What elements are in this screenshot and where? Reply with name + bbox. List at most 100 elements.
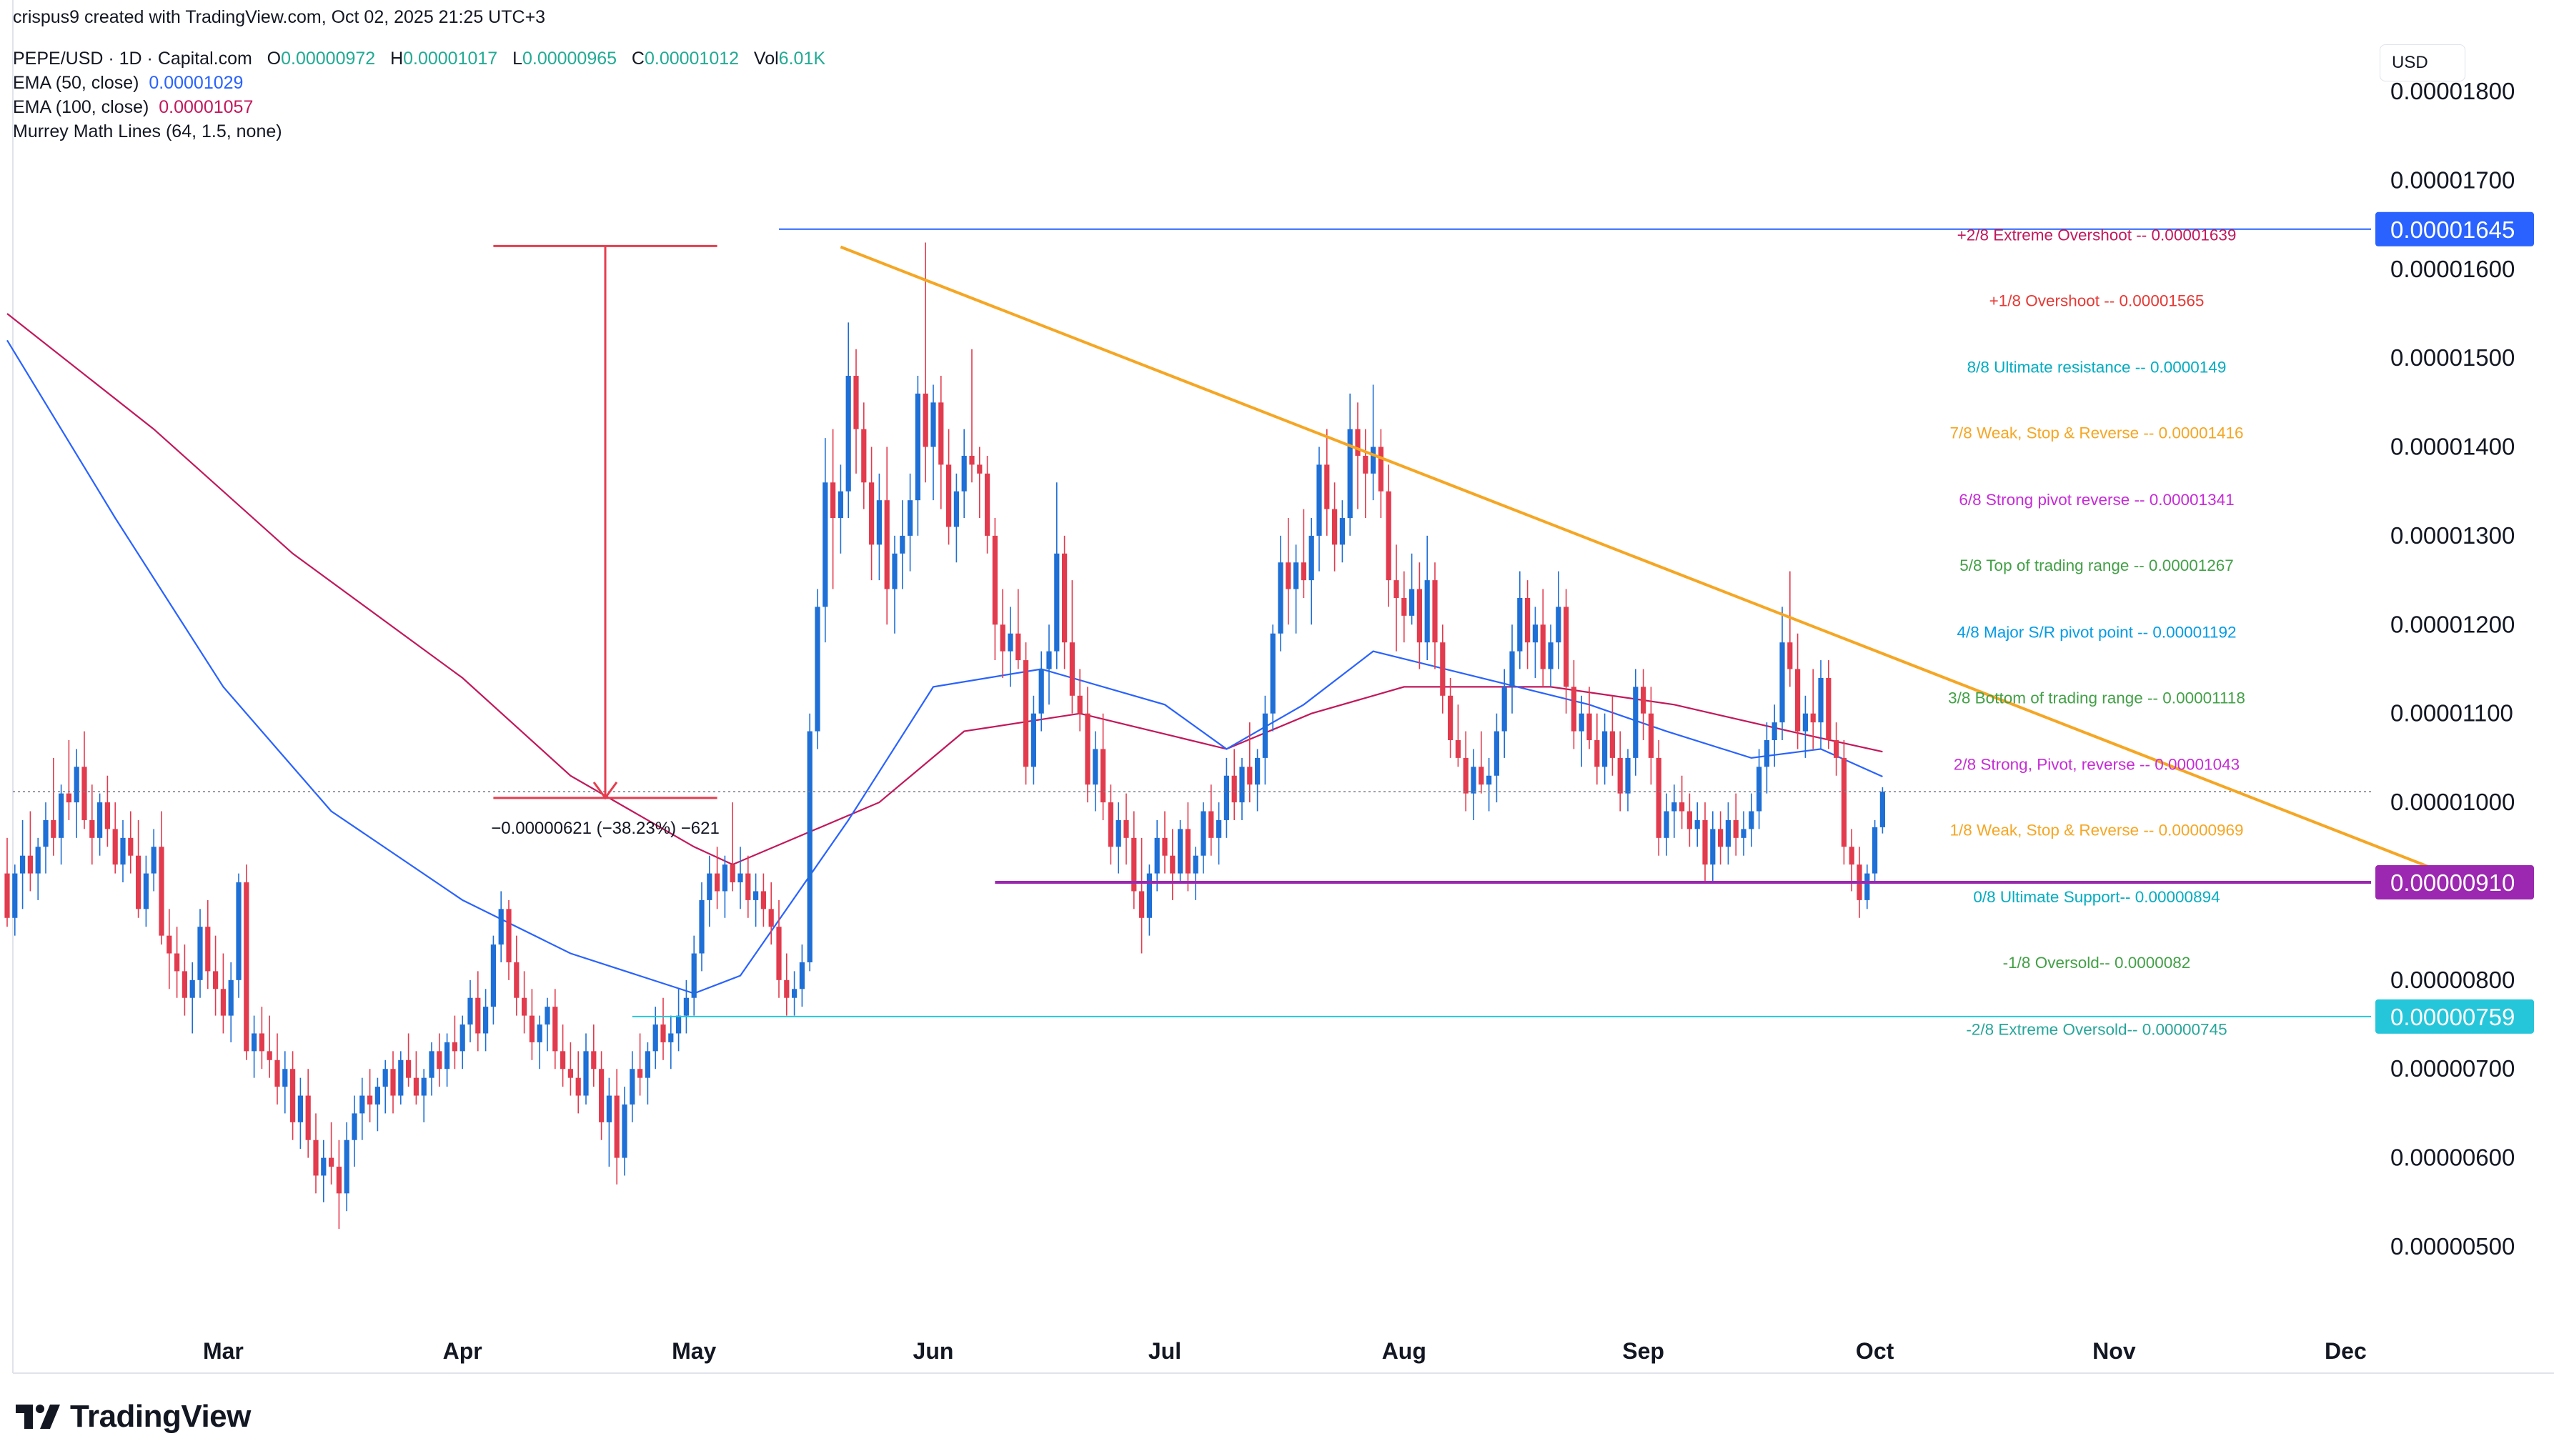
murrey-line-label: 3/8 Bottom of trading range -- 0.0000111…: [1948, 689, 2245, 707]
candle: [398, 1051, 404, 1105]
candle-body: [1455, 740, 1461, 758]
candle: [421, 1069, 427, 1122]
murrey-line-label: -2/8 Extreme Oversold-- 0.00000745: [1966, 1020, 2227, 1038]
candle-body: [81, 767, 87, 820]
price-tag-background: [2375, 865, 2534, 900]
candle: [506, 899, 512, 980]
low-label: L: [512, 49, 522, 69]
open-value: 0.00000972: [281, 49, 376, 69]
candle: [977, 447, 983, 519]
candle-body: [1633, 687, 1639, 758]
candle-body: [66, 793, 71, 803]
candle: [1455, 704, 1461, 767]
candle-body: [560, 1051, 566, 1069]
candle-body: [1355, 429, 1361, 456]
x-tick-label: Mar: [203, 1338, 244, 1364]
candle-body: [583, 1051, 589, 1096]
candle: [43, 802, 49, 874]
candle: [1393, 544, 1399, 652]
candle: [1849, 829, 1854, 892]
candle-body: [645, 1051, 650, 1078]
indicator-ema50[interactable]: EMA (50, close) 0.00001029: [13, 73, 243, 94]
indicator-ema100[interactable]: EMA (100, close) 0.00001057: [13, 97, 253, 118]
candle: [614, 1069, 620, 1185]
indicator-murrey-math[interactable]: Murrey Math Lines (64, 1.5, none): [13, 121, 282, 142]
candle-body: [915, 393, 920, 501]
candle: [1501, 669, 1507, 758]
candle: [1270, 624, 1276, 732]
y-tick-label: 0.00001100: [2390, 700, 2513, 727]
candle: [1247, 722, 1253, 803]
candle-body: [1062, 553, 1068, 643]
candle-body: [1609, 731, 1615, 758]
murrey-line-label: 6/8 Strong pivot reverse -- 0.00001341: [1959, 491, 2234, 509]
candle: [305, 1069, 311, 1158]
candle: [313, 1113, 319, 1194]
candle-body: [167, 935, 172, 954]
y-axis[interactable]: 0.00001800 0.00001700 0.00001600 0.00001500…: [2390, 78, 2515, 1260]
candle: [1602, 713, 1608, 785]
candle: [622, 1087, 627, 1176]
candle-body: [374, 1087, 380, 1105]
candle-body: [452, 1042, 457, 1052]
candle: [104, 775, 110, 847]
candle: [498, 891, 504, 962]
candle: [691, 935, 697, 1016]
candle: [382, 1059, 388, 1114]
candle-body: [259, 1033, 264, 1052]
candle-body: [205, 927, 211, 972]
candle-body: [861, 429, 867, 483]
candle-body: [367, 1095, 373, 1105]
candle: [1525, 580, 1531, 669]
candle-body: [1826, 677, 1832, 741]
candle: [845, 322, 851, 519]
candle-body: [1579, 713, 1584, 732]
price-tag-label: 0.00000910: [2390, 869, 2515, 896]
candle-body: [1077, 695, 1083, 714]
currency-button[interactable]: USD: [2380, 44, 2465, 81]
candle: [74, 749, 79, 838]
candle-body: [1054, 553, 1060, 652]
candle-body: [1710, 829, 1716, 865]
x-axis[interactable]: Mar Apr May Jun Jul Aug Sep Oct Nov Dec: [203, 1338, 2367, 1364]
candle-body: [1648, 713, 1654, 758]
candle: [1834, 722, 1839, 776]
candle-body: [953, 491, 959, 527]
candle: [861, 402, 867, 509]
candle: [1841, 740, 1847, 865]
candle: [59, 784, 64, 865]
candle: [1123, 793, 1129, 865]
candle: [205, 899, 211, 989]
candle: [1085, 687, 1090, 803]
candle-body: [1255, 757, 1261, 785]
trendline[interactable]: [840, 245, 2447, 875]
candle: [1178, 819, 1183, 883]
tradingview-logo-icon: [16, 1405, 60, 1429]
candle-body: [529, 1015, 535, 1042]
candle-body: [884, 500, 890, 589]
candle: [522, 971, 527, 1034]
trendline-layer: [840, 245, 2447, 875]
candle: [97, 793, 103, 856]
candle: [1486, 757, 1492, 812]
candle: [776, 899, 782, 998]
indicator-value: 0.00001057: [159, 97, 254, 117]
candle-body: [1779, 642, 1785, 723]
candle: [81, 731, 87, 829]
candle: [1339, 500, 1345, 563]
candle-body: [1308, 535, 1314, 581]
candle: [892, 535, 898, 634]
murrey-line-label: -1/8 Oversold-- 0.0000082: [2003, 954, 2191, 972]
tradingview-logo[interactable]: TradingView: [16, 1399, 251, 1435]
candle: [853, 349, 859, 474]
candle-body: [1571, 687, 1576, 732]
candle: [552, 989, 558, 1069]
candle: [1671, 784, 1677, 838]
candle-body: [1741, 829, 1746, 838]
candle-body: [977, 464, 983, 474]
candle: [1564, 589, 1569, 714]
symbol-name[interactable]: PEPE/USD · 1D · Capital.com: [13, 49, 252, 69]
candle: [1231, 749, 1237, 820]
candle-body: [1602, 731, 1608, 767]
